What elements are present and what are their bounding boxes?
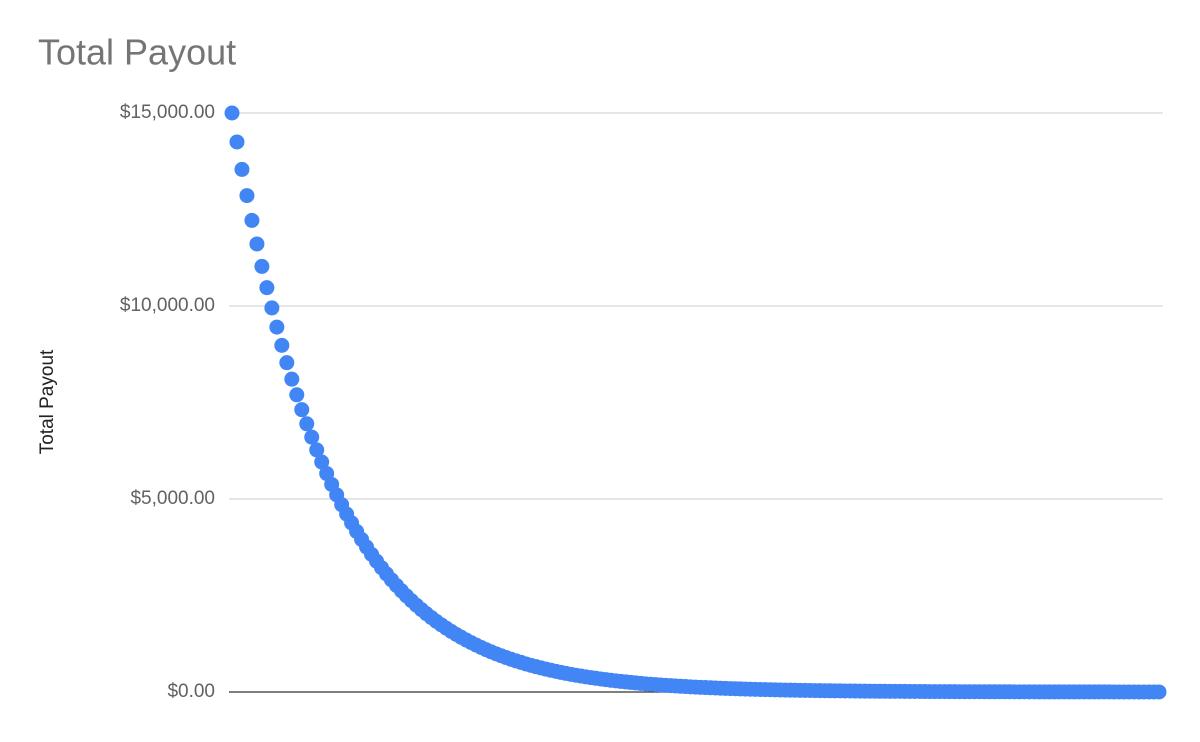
data-point xyxy=(289,387,305,403)
data-point xyxy=(264,300,280,316)
data-point xyxy=(279,355,295,371)
y-axis-label: Total Payout xyxy=(37,349,58,454)
data-point xyxy=(259,280,275,296)
y-tick-label: $0.00 xyxy=(167,681,215,702)
data-point xyxy=(229,134,245,150)
data-point xyxy=(309,442,325,458)
data-point xyxy=(284,371,300,387)
data-point xyxy=(224,105,240,121)
data-point xyxy=(314,454,330,470)
data-point xyxy=(269,319,285,335)
y-tick-label: $5,000.00 xyxy=(130,488,215,509)
data-point xyxy=(1151,684,1167,700)
data-point xyxy=(249,236,265,252)
data-point xyxy=(254,258,270,274)
data-point xyxy=(234,161,250,177)
y-tick-label: $15,000.00 xyxy=(120,102,215,123)
chart-title: Total Payout xyxy=(38,32,236,73)
data-point xyxy=(274,337,290,353)
data-point xyxy=(304,429,320,445)
data-point xyxy=(244,212,260,228)
data-point xyxy=(299,416,315,432)
data-point xyxy=(294,402,310,418)
y-tick-label: $10,000.00 xyxy=(120,295,215,316)
data-point xyxy=(239,188,255,204)
